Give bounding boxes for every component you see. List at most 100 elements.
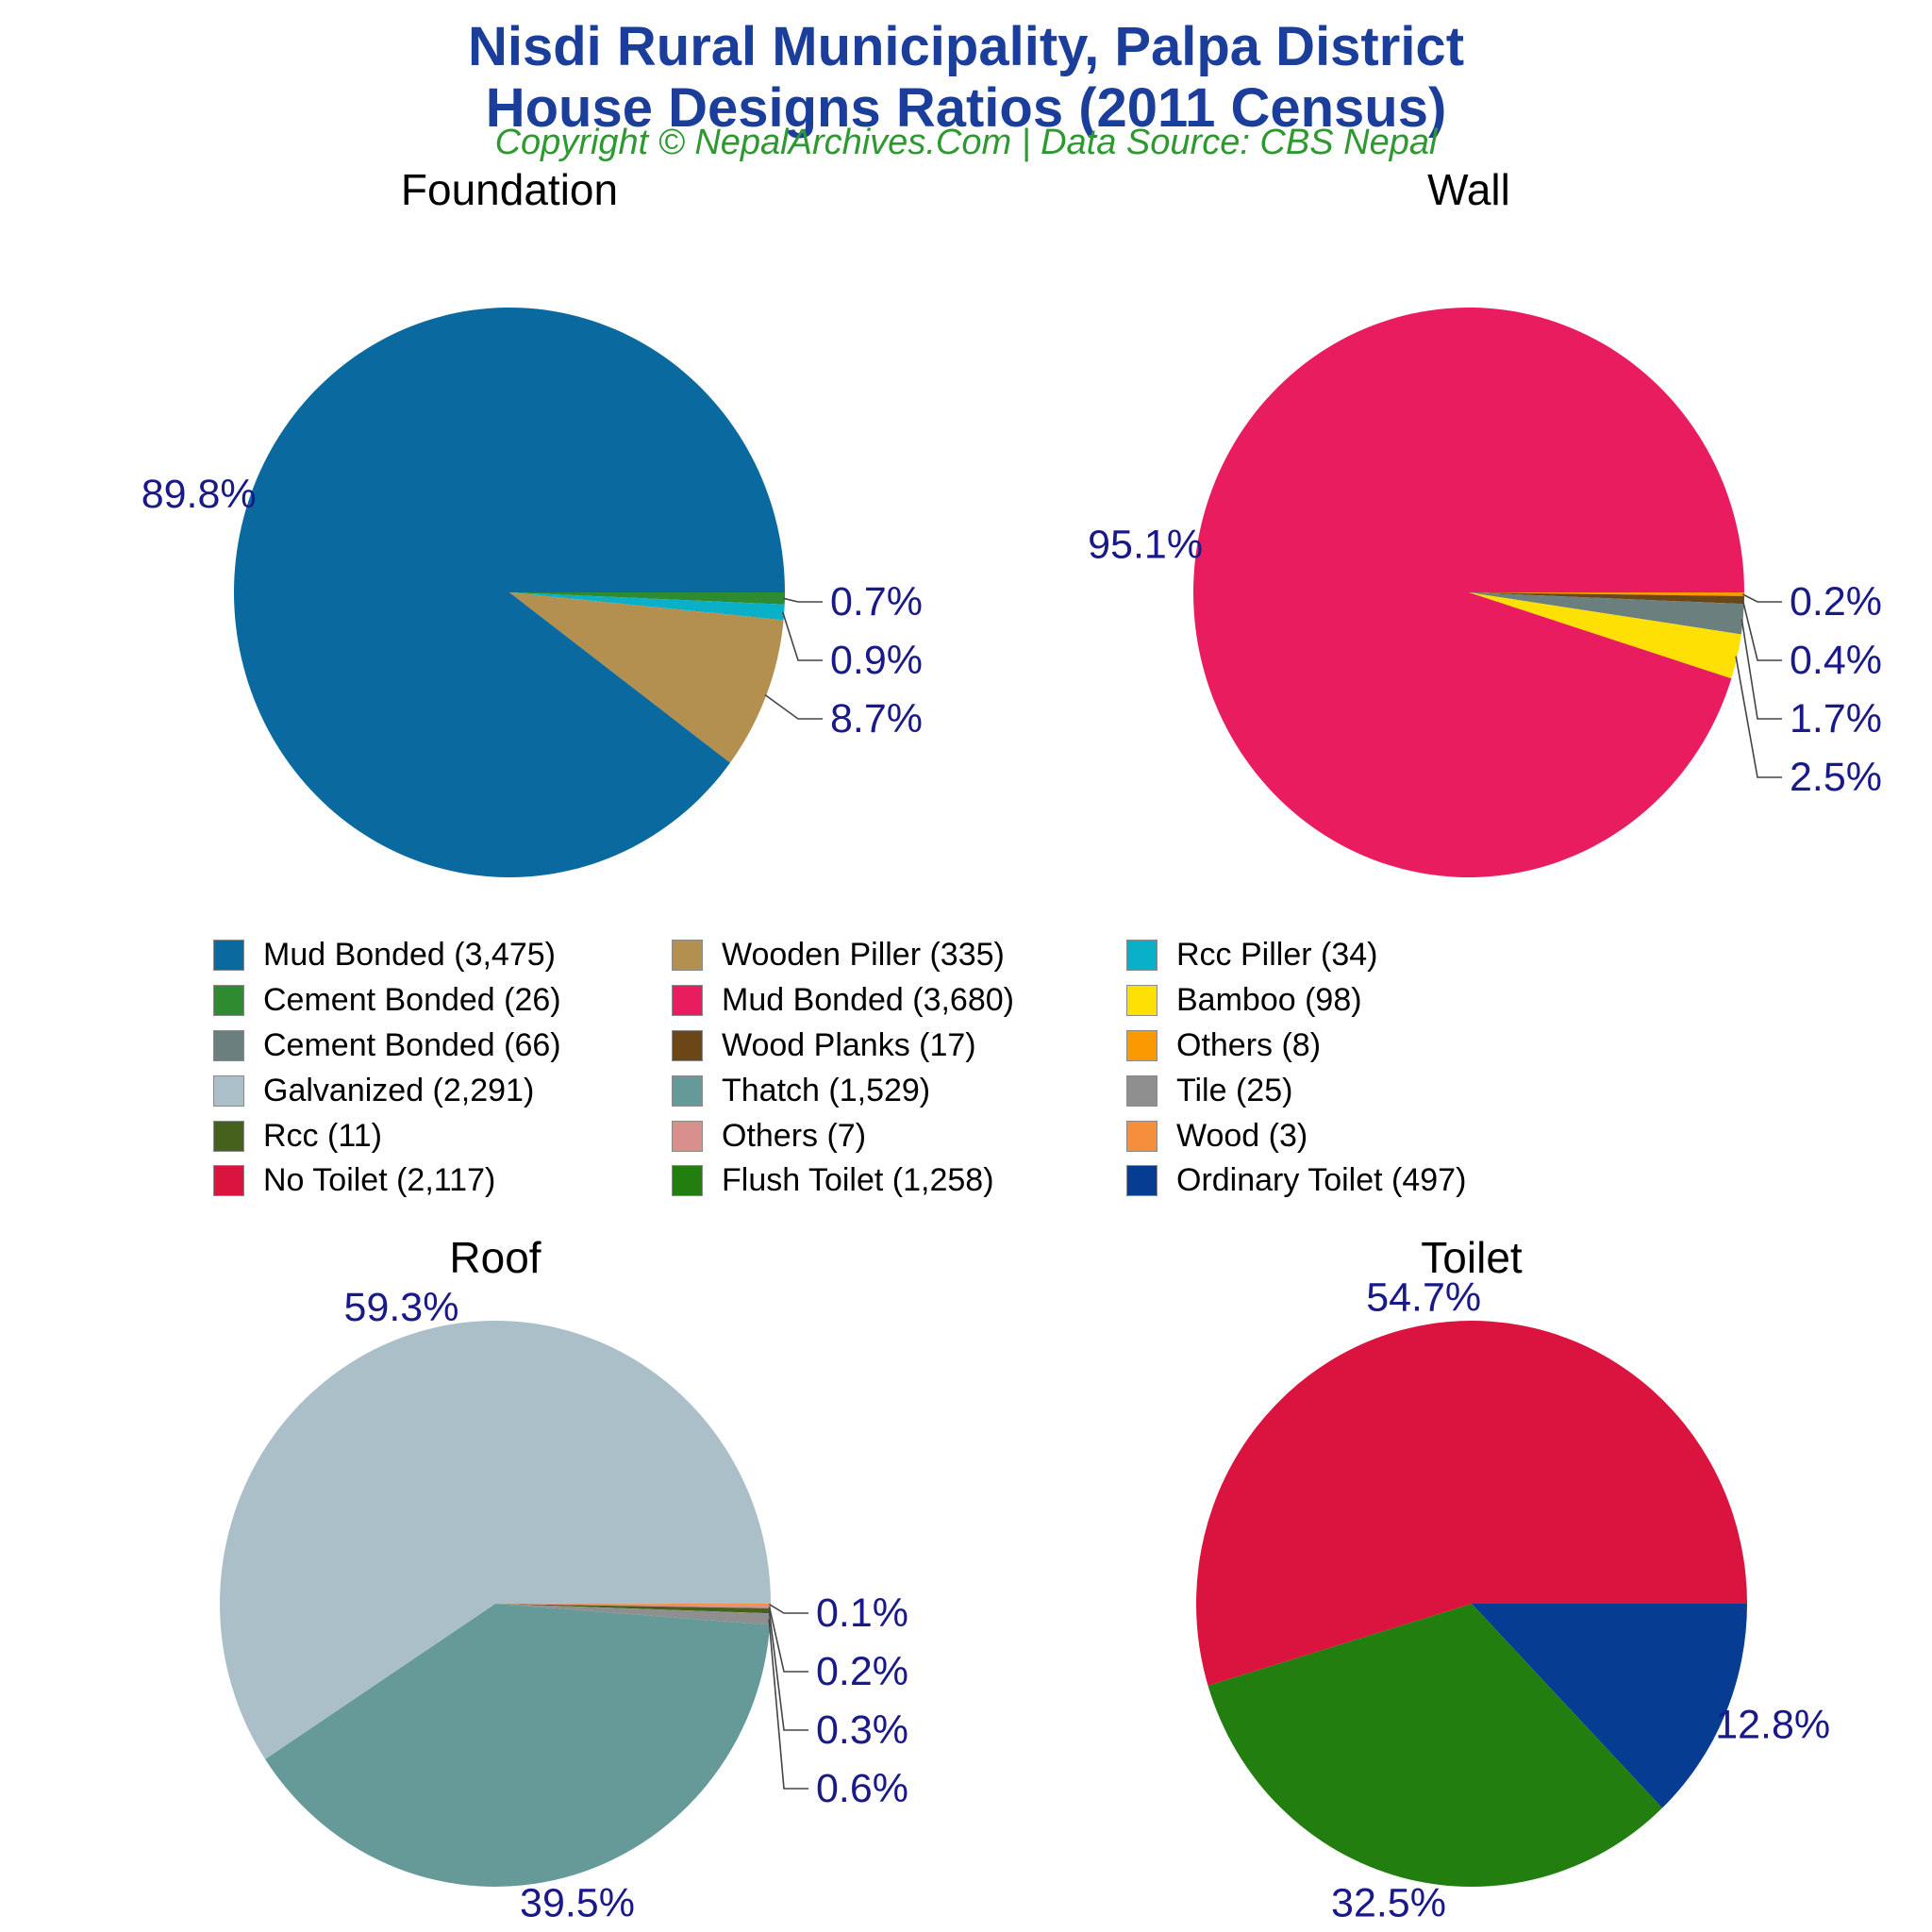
wall-leader-cement-bonded (1740, 619, 1782, 720)
legend-item-bamboo-98-: Bamboo (98) (1126, 978, 1466, 1024)
legend-label-rcc-11-: Rcc (11) (263, 1117, 382, 1154)
legend-item-wood-3-: Wood (3) (1126, 1113, 1466, 1158)
legend-item-mud-bonded-3-680-: Mud Bonded (3,680) (672, 978, 1014, 1024)
legend-label-tile-25-: Tile (25) (1176, 1072, 1293, 1108)
roof-pct-label-tile: 0.6% (816, 1766, 908, 1811)
foundation-slice-cement-bonded (509, 592, 785, 605)
foundation-slice-wooden-piller (509, 592, 784, 763)
legend-swatch-ordinary-toilet-497- (1126, 1165, 1158, 1197)
legend-swatch-tile-25- (1126, 1074, 1158, 1107)
legend-column-3: Rcc Piller (34) Bamboo (98) Others (8) Tile… (1126, 933, 1466, 1204)
wall-leader-wood-planks (1741, 599, 1782, 661)
legend-item-flush-toilet-1-258-: Flush Toilet (1,258) (672, 1158, 1014, 1204)
legend-label-cement-bonded-26-: Cement Bonded (26) (263, 982, 561, 1019)
legend-swatch-others-8- (1126, 1029, 1158, 1061)
wall-leader-others (1742, 593, 1782, 603)
legend-swatch-others-7- (672, 1120, 703, 1152)
wall-pct-label-others: 0.2% (1790, 579, 1882, 625)
wall-pct-label-bamboo: 2.5% (1790, 755, 1882, 800)
roof-slice-thatch (265, 1604, 771, 1887)
legend-swatch-no-toilet-2-117- (213, 1165, 244, 1197)
legend-swatch-cement-bonded-66- (213, 1029, 244, 1061)
legend-swatch-mud-bonded-3-475- (213, 940, 244, 972)
toilet-pct-label-ordinary-toilet: 12.8% (1715, 1703, 1830, 1748)
page-title-line1: Nisdi Rural Municipality, Palpa District (467, 16, 1465, 77)
legend-label-rcc-piller-34-: Rcc Piller (34) (1176, 937, 1378, 974)
legend-label-cement-bonded-66-: Cement Bonded (66) (263, 1026, 561, 1063)
page-title: Nisdi Rural Municipality, Palpa District… (0, 16, 1932, 140)
legend-label-bamboo-98-: Bamboo (98) (1176, 982, 1362, 1019)
legend-label-no-toilet-2-117-: No Toilet (2,117) (263, 1162, 496, 1199)
wall-pct-label-wood-planks: 0.4% (1790, 638, 1882, 683)
legend-item-thatch-1-529-: Thatch (1,529) (672, 1068, 1014, 1113)
legend-swatch-flush-toilet-1-258- (672, 1165, 703, 1197)
legend-label-others-7-: Others (7) (722, 1117, 867, 1154)
legend-swatch-wooden-piller-335- (672, 940, 703, 972)
pie-title-foundation: Foundation (400, 165, 619, 214)
legend-swatch-thatch-1-529- (672, 1074, 703, 1107)
toilet-pct-label-no-toilet: 54.7% (1366, 1275, 1481, 1321)
foundation-pct-label-cement-bonded: 0.7% (830, 579, 923, 625)
roof-leader-rcc (768, 1610, 808, 1731)
legend-swatch-rcc-11- (213, 1120, 244, 1152)
legend-column-2: Wooden Piller (335) Mud Bonded (3,680) Woo… (672, 933, 1014, 1204)
foundation-leader-cement-bonded (783, 597, 823, 603)
wall-pct-label-cement-bonded: 1.7% (1790, 696, 1882, 741)
legend-label-wooden-piller-335-: Wooden Piller (335) (722, 937, 1005, 974)
wall-slice-mud-bonded (1193, 307, 1744, 877)
roof-slice-rcc (495, 1604, 771, 1614)
legend-item-rcc-piller-34-: Rcc Piller (34) (1126, 933, 1466, 978)
foundation-slice-rcc-piller (509, 592, 785, 621)
foundation-pct-label-mud-bonded: 89.8% (142, 472, 257, 517)
legend-label-wood-3-: Wood (3) (1176, 1117, 1308, 1154)
wall-leader-bamboo (1735, 656, 1782, 778)
legend-column-1: Mud Bonded (3,475) Cement Bonded (26) Ceme… (213, 933, 561, 1204)
legend-item-ordinary-toilet-497-: Ordinary Toilet (497) (1126, 1158, 1466, 1204)
legend-item-others-7-: Others (7) (672, 1113, 1014, 1158)
foundation-leader-rcc-piller (782, 611, 823, 661)
roof-pct-label-rcc: 0.3% (816, 1707, 908, 1753)
legend-item-others-8-: Others (8) (1126, 1024, 1466, 1069)
roof-pct-label-wood: 0.1% (816, 1591, 908, 1636)
roof-pct-label-thatch: 39.5% (520, 1881, 635, 1926)
legend-item-wooden-piller-335-: Wooden Piller (335) (672, 933, 1014, 978)
legend-item-cement-bonded-66-: Cement Bonded (66) (213, 1024, 561, 1069)
roof-slice-others (495, 1604, 771, 1608)
legend-label-others-8-: Others (8) (1176, 1026, 1322, 1063)
legend-item-no-toilet-2-117-: No Toilet (2,117) (213, 1158, 561, 1204)
legend-label-flush-toilet-1-258-: Flush Toilet (1,258) (722, 1162, 994, 1199)
legend-label-mud-bonded-3-475-: Mud Bonded (3,475) (263, 937, 556, 974)
legend-label-thatch-1-529-: Thatch (1,529) (722, 1072, 931, 1108)
wall-slice-cement-bonded (1469, 592, 1744, 635)
legend-swatch-cement-bonded-26- (213, 985, 244, 1017)
legend-label-mud-bonded-3-680-: Mud Bonded (3,680) (722, 982, 1014, 1019)
roof-leader-tile (768, 1619, 808, 1790)
toilet-slice-no-toilet (1196, 1321, 1747, 1686)
legend-item-rcc-11-: Rcc (11) (213, 1113, 561, 1158)
legend-label-wood-planks-17-: Wood Planks (17) (722, 1026, 976, 1063)
roof-slice-tile (495, 1604, 771, 1625)
roof-slice-wood (495, 1604, 772, 1606)
legend-swatch-wood-planks-17- (672, 1029, 703, 1061)
pie-title-wall: Wall (1427, 165, 1510, 214)
legend-swatch-wood-3- (1126, 1120, 1158, 1152)
pie-title-roof: Roof (449, 1233, 541, 1282)
legend-swatch-bamboo-98- (1126, 985, 1158, 1017)
foundation-slice-mud-bonded (234, 307, 785, 877)
roof-leader-wood (769, 1604, 808, 1614)
pie-title-toilet: Toilet (1421, 1233, 1523, 1282)
legend-item-galvanized-2-291-: Galvanized (2,291) (213, 1068, 561, 1113)
legend-item-cement-bonded-26-: Cement Bonded (26) (213, 978, 561, 1024)
wall-slice-wood-planks (1469, 592, 1744, 605)
foundation-pct-label-rcc-piller: 0.9% (830, 638, 923, 683)
roof-pct-label-galvanized: 59.3% (344, 1285, 459, 1330)
page-title-line2: House Designs Ratios (2011 Census) (485, 76, 1447, 139)
legend-label-ordinary-toilet-497-: Ordinary Toilet (497) (1176, 1162, 1467, 1199)
roof-slice-galvanized (220, 1320, 771, 1759)
copyright-subtitle: Copyright © NepalArchives.Com | Data Sou… (494, 123, 1438, 162)
toilet-slice-flush-toilet (1208, 1604, 1663, 1888)
legend-item-wood-planks-17-: Wood Planks (17) (672, 1024, 1014, 1069)
wall-pct-label-mud-bonded: 95.1% (1088, 523, 1203, 568)
